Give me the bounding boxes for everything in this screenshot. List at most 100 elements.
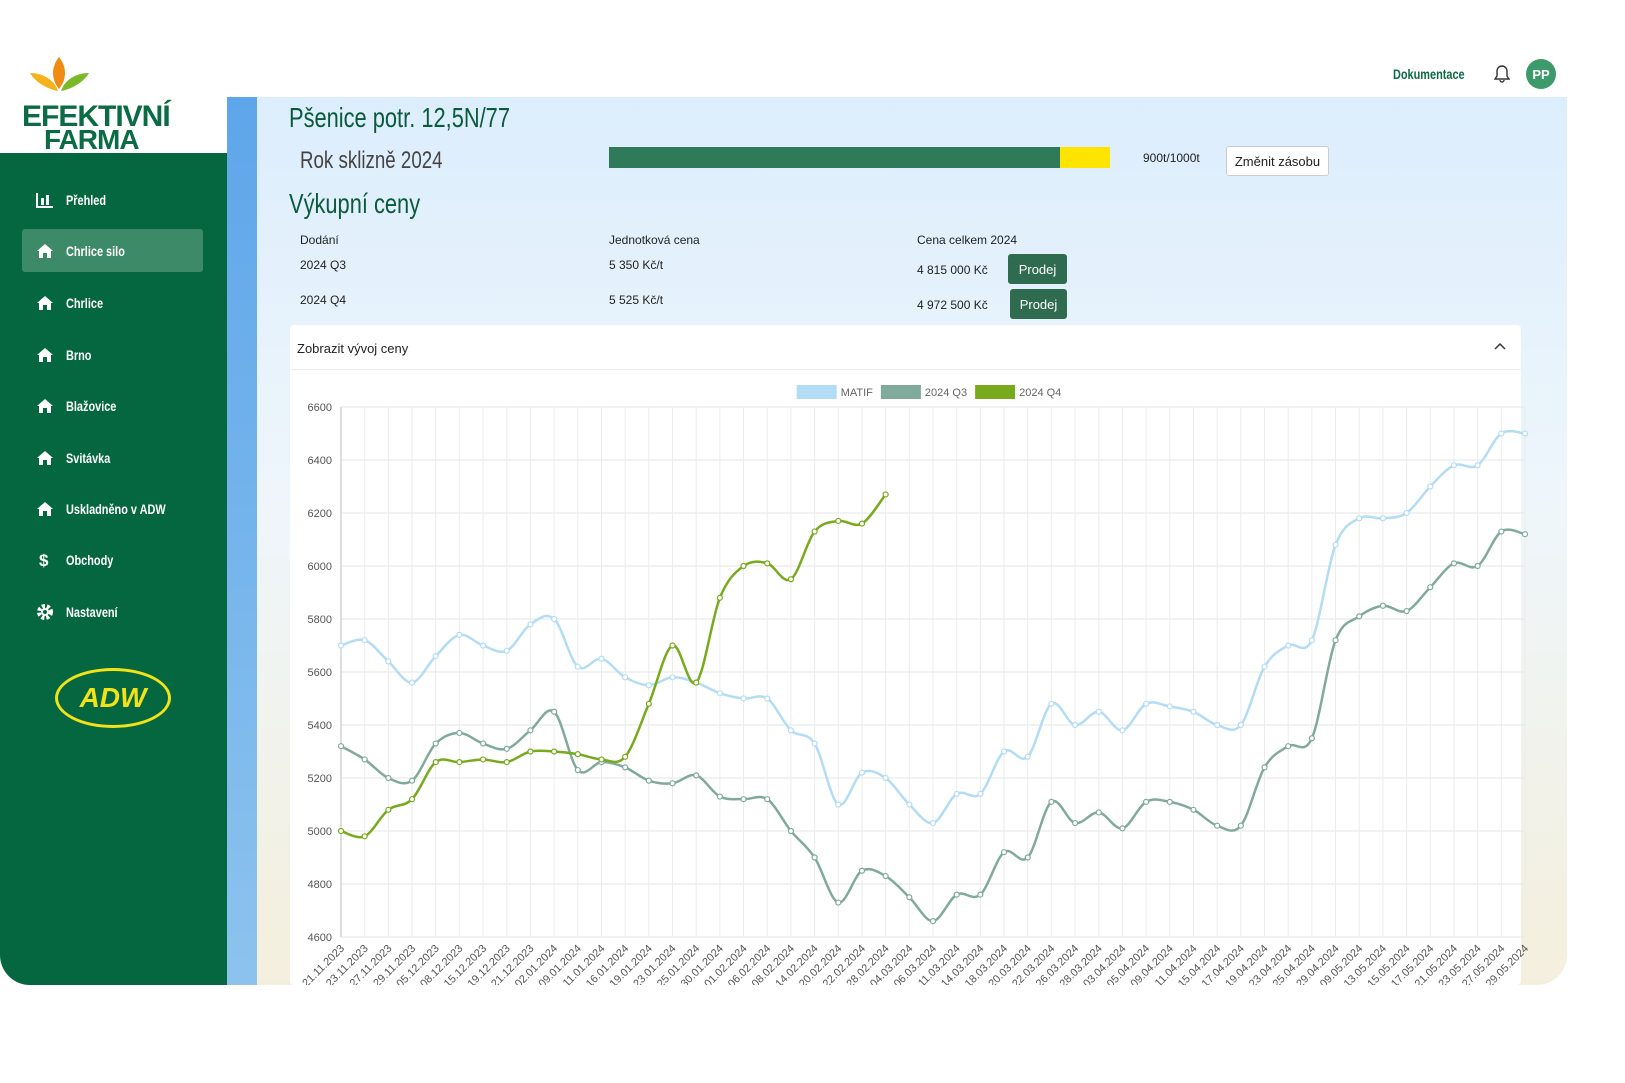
point	[1237, 721, 1244, 729]
point	[1071, 721, 1079, 729]
menu-item[interactable]: Chrlice	[22, 281, 203, 324]
point	[1498, 430, 1505, 437]
legend-swatch	[796, 385, 837, 399]
sell-button[interactable]: Prodej	[1008, 254, 1067, 284]
point	[1403, 607, 1410, 615]
point	[811, 528, 818, 535]
point	[479, 642, 487, 649]
point	[906, 894, 913, 901]
point	[1332, 541, 1339, 548]
point	[835, 517, 842, 525]
point	[1356, 515, 1363, 522]
point	[811, 854, 818, 861]
point	[716, 793, 723, 800]
point	[1071, 819, 1079, 827]
point	[1119, 727, 1126, 734]
cell: 2024 Q3	[300, 258, 347, 272]
point	[337, 743, 345, 750]
point	[1095, 708, 1102, 715]
panel-divider	[290, 369, 1521, 370]
point	[645, 682, 652, 689]
y-tick-label: 4800	[308, 879, 332, 891]
point	[1450, 560, 1458, 567]
point	[764, 796, 771, 803]
point	[787, 576, 795, 583]
point	[811, 740, 818, 747]
point	[1048, 798, 1055, 805]
logo-line1: EFEKTIVNÍ	[22, 100, 171, 133]
point	[669, 780, 676, 787]
menu-label: Obchody	[66, 551, 114, 568]
point	[527, 748, 534, 755]
cell: 2024 Q4	[300, 293, 347, 307]
sell-button[interactable]: Prodej	[1010, 289, 1067, 319]
point	[432, 759, 439, 766]
logo-leaves	[30, 57, 89, 91]
harvest-year: Rok sklizně 2024	[300, 147, 443, 174]
point	[858, 520, 866, 527]
point	[693, 679, 700, 686]
cell: 4 815 000 Kč	[917, 263, 988, 277]
y-tick-label: 5800	[308, 614, 332, 626]
menu-label: Chrlice	[66, 294, 104, 311]
blue-strip	[227, 97, 257, 985]
point	[503, 745, 510, 752]
doc-link[interactable]: Dokumentace	[1393, 66, 1465, 82]
col-header: Jednotková cena	[609, 233, 700, 247]
point	[858, 867, 866, 874]
menu-item[interactable]: $ Obchody	[22, 538, 203, 581]
point	[408, 796, 416, 803]
y-tick-label: 5000	[308, 826, 332, 838]
point	[408, 679, 416, 686]
menu-item[interactable]: Uskladněno v ADW	[22, 487, 203, 530]
col-header: Cena celkem 2024	[917, 233, 1018, 247]
y-tick-label: 6000	[308, 561, 332, 573]
chart-panel	[290, 325, 1521, 985]
menu-item[interactable]: Blažovice	[22, 384, 203, 427]
point	[1214, 822, 1221, 829]
menu-label: Brno	[66, 346, 92, 363]
point	[764, 695, 771, 702]
menu-item-active[interactable]: Chrlice silo	[22, 229, 203, 272]
point	[858, 769, 866, 776]
point	[337, 642, 345, 649]
point	[977, 891, 984, 898]
menu-item[interactable]: Přehled	[22, 178, 203, 221]
point	[645, 700, 652, 707]
point	[1521, 531, 1529, 538]
prices-title: Výkupní ceny	[289, 188, 421, 219]
avatar[interactable]: PP	[1526, 59, 1556, 89]
menu-item[interactable]: Svitávka	[22, 436, 203, 479]
point	[953, 790, 960, 797]
point	[432, 740, 439, 747]
y-tick-label: 5600	[308, 667, 332, 679]
point	[361, 637, 368, 644]
bell-icon[interactable]	[1494, 65, 1510, 83]
menu-item[interactable]: Brno	[22, 333, 203, 376]
point	[1308, 637, 1315, 644]
cell: 4 972 500 Kč	[917, 298, 988, 312]
point	[622, 753, 629, 760]
collapse-icon[interactable]	[1494, 342, 1506, 350]
point	[1095, 809, 1102, 816]
sidebar: Přehled Chrlice silo Chrlice Brno Blažov…	[0, 153, 227, 985]
change-stock-button[interactable]: Změnit zásobu	[1226, 146, 1329, 176]
point	[1474, 562, 1481, 570]
menu-item[interactable]: Nastavení	[22, 590, 203, 633]
legend-label: MATIF	[841, 387, 873, 399]
point	[551, 708, 558, 715]
point	[503, 647, 510, 654]
point	[574, 663, 581, 670]
product-title: Pšenice potr. 12,5N/77	[289, 102, 510, 133]
legend-label: 2024 Q4	[1019, 387, 1061, 399]
point	[740, 562, 747, 570]
point	[1356, 613, 1363, 620]
point	[385, 658, 392, 665]
point	[1214, 721, 1221, 729]
panel-title[interactable]: Zobrazit vývoj ceny	[297, 341, 409, 356]
point	[1285, 743, 1292, 750]
point	[1143, 700, 1150, 707]
top-bar	[0, 0, 1567, 97]
point	[385, 774, 392, 782]
